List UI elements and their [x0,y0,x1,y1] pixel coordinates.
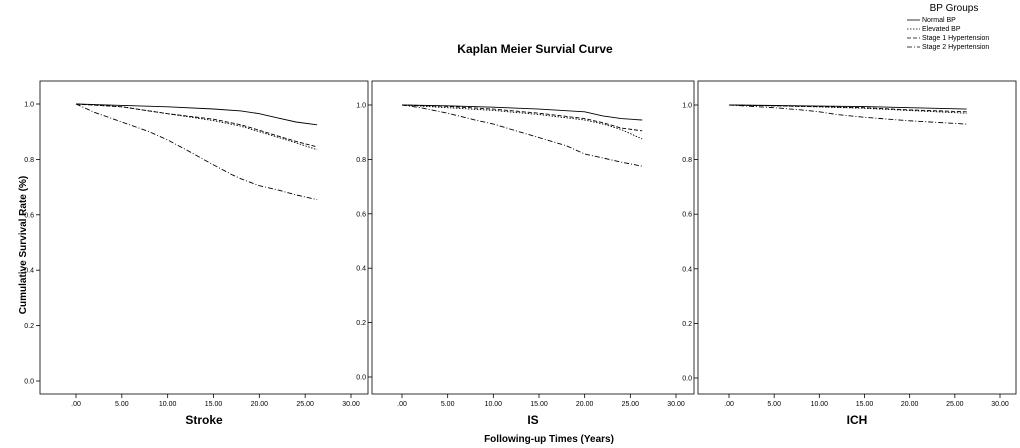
y-tick-label: 0.8 [356,157,366,164]
panel-frame [697,80,1017,395]
x-tick-label: 5.00 [115,401,129,408]
legend-title: BP Groups [930,3,979,14]
y-tick-label: 1.0 [356,103,366,110]
survival-curve-dashdot [728,104,967,125]
x-tick-label: 15.00 [205,401,223,408]
legend-item-label: Stage 2 Hypertension [922,44,989,51]
x-tick-label: .00 [397,401,407,408]
panel-stroke: 0.0 0.2 0.4 0.6 0.8 1.0 .00 5.00 10.00 15.00 20.00… [24,80,369,427]
x-tick-label: 20.00 [901,401,919,408]
panels: 0.0 0.2 0.4 0.6 0.8 1.0 .00 5.00 10.00 15.00 20.00… [24,80,1017,427]
panel-frame [371,80,695,395]
legend: BP Groups Normal BP Elevated BP Stage 1 Hy… [907,3,989,51]
survival-curve-dashdot [401,104,643,167]
x-tick-label: 20.00 [576,401,594,408]
panel-title: ICH [847,413,868,427]
y-tick-label: 0.8 [24,157,34,164]
y-tick-label: 0.4 [682,266,692,273]
x-tick-label: 15.00 [530,401,548,408]
x-tick-label: 25.00 [946,401,964,408]
survival-curve-dotted [401,104,643,140]
y-tick-label: 0.4 [24,268,34,275]
panel-is: 0.0 0.2 0.4 0.6 0.8 1.0 .00 5.00 10.00 15.00 20.00… [356,80,695,427]
y-tick-label: 0.0 [682,376,692,383]
x-tick-label: 15.00 [856,401,874,408]
y-tick-label: 0.6 [356,211,366,218]
x-tick-label: 5.00 [441,401,455,408]
y-tick-label: 0.8 [682,157,692,164]
survival-curve-solid [75,103,318,126]
x-tick-label: 10.00 [811,401,829,408]
panel-ich: 0.0 0.2 0.4 0.6 0.8 1.0 .00 5.00 10.00 15.00 20.00… [682,80,1017,427]
survival-curve-solid [401,104,643,121]
x-tick-label: 20.00 [251,401,269,408]
x-tick-label: 25.00 [296,401,314,408]
survival-curve-dashed [75,103,318,148]
y-tick-label: 1.0 [682,103,692,110]
y-tick-label: 0.6 [24,212,34,219]
x-tick-label: 30.00 [342,401,360,408]
survival-curve-dashed [728,104,967,113]
legend-item-label: Stage 1 Hypertension [922,35,989,42]
y-tick-label: 0.4 [356,266,366,273]
panel-frame [39,80,369,395]
x-tick-label: 5.00 [767,401,781,408]
y-axis-title: Cumulative Survival Rate (%) [18,176,29,314]
y-tick-label: 0.2 [682,321,692,328]
x-tick-label: .00 [71,401,81,408]
y-tick-label: 0.0 [356,375,366,382]
y-tick-label: 0.2 [356,320,366,327]
legend-item-label: Elevated BP [922,26,961,33]
y-tick-label: 1.0 [24,102,34,109]
chart-title: Kaplan Meier Survial Curve [457,42,613,56]
survival-curve-dashdot [75,103,318,201]
x-tick-label: 10.00 [485,401,503,408]
survival-curve-dashed [401,104,643,132]
x-tick-label: 30.00 [991,401,1009,408]
y-tick-label: 0.6 [682,212,692,219]
x-tick-label: 10.00 [159,401,177,408]
y-tick-label: 0.2 [24,323,34,330]
x-tick-label: 30.00 [667,401,685,408]
panel-title: Stroke [185,413,223,427]
survival-curve-dotted [728,104,967,114]
panel-title: IS [527,413,538,427]
x-tick-label: .00 [724,401,734,408]
legend-item-label: Normal BP [922,17,956,24]
y-tick-label: 0.0 [24,379,34,386]
x-tick-label: 25.00 [622,401,640,408]
x-axis-title: Following-up Times (Years) [484,434,614,445]
